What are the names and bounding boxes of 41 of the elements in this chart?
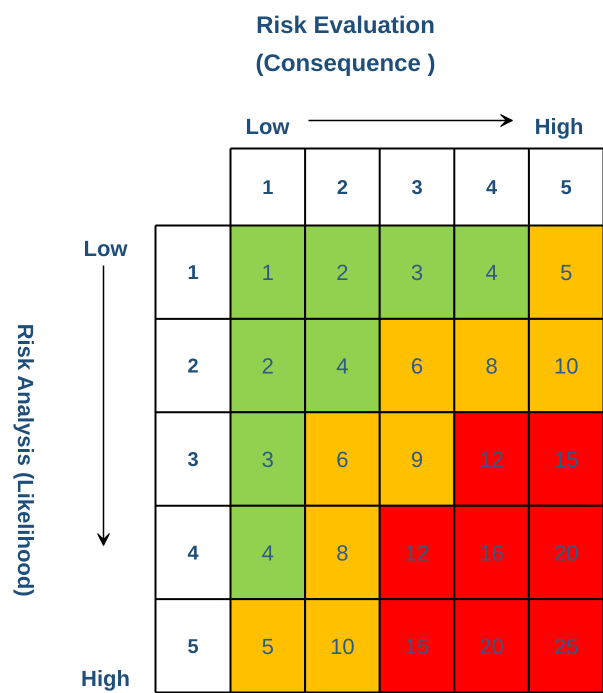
data-label: 10 xyxy=(554,354,578,379)
data-label: 12 xyxy=(404,540,430,566)
data-label: 25 xyxy=(554,634,578,659)
text: Low xyxy=(84,236,128,261)
data-label: 8 xyxy=(336,540,349,566)
data-label: 5 xyxy=(560,260,572,286)
data-label: 15 xyxy=(404,634,430,659)
data-label: 3 xyxy=(262,447,274,472)
chart-title: Risk Evaluation (Consequence ) xyxy=(255,12,436,77)
data-label: 6 xyxy=(410,354,424,379)
data-label: 2 xyxy=(262,354,274,379)
data-label: 20 xyxy=(554,540,578,566)
data-label: 6 xyxy=(336,447,349,472)
y-tick-label: 2 xyxy=(187,356,199,378)
data-label: 2 xyxy=(336,260,349,286)
data-label: 5 xyxy=(262,634,274,659)
data-label: 15 xyxy=(554,447,578,472)
y-tick-label: 4 xyxy=(187,542,200,564)
data-label: 3 xyxy=(410,260,424,286)
x-tick-label: 2 xyxy=(336,177,348,199)
x-tick-label: 1 xyxy=(262,177,274,199)
x-tick-label: 3 xyxy=(411,177,423,199)
x-tick-label: 4 xyxy=(486,177,498,199)
text: High xyxy=(534,114,584,139)
data-label: 4 xyxy=(485,260,498,286)
data-label: 4 xyxy=(262,540,274,566)
x-tick-label: 5 xyxy=(560,177,572,199)
data-label: 16 xyxy=(479,540,504,566)
data-label: 12 xyxy=(479,447,504,472)
text: Risk Analysis (Likelihood) xyxy=(13,324,38,597)
data-label: 8 xyxy=(485,354,498,379)
text: Low xyxy=(246,114,290,139)
data-label: 1 xyxy=(262,260,274,286)
data-label: 20 xyxy=(479,634,504,659)
y-tick-label: 3 xyxy=(187,449,199,471)
data-label: 9 xyxy=(410,447,424,472)
y-tick-label: 1 xyxy=(187,262,199,284)
data-label: 10 xyxy=(330,634,355,659)
y-tick-label: 5 xyxy=(187,636,199,658)
text: High xyxy=(81,666,130,691)
data-label: 4 xyxy=(336,354,349,379)
